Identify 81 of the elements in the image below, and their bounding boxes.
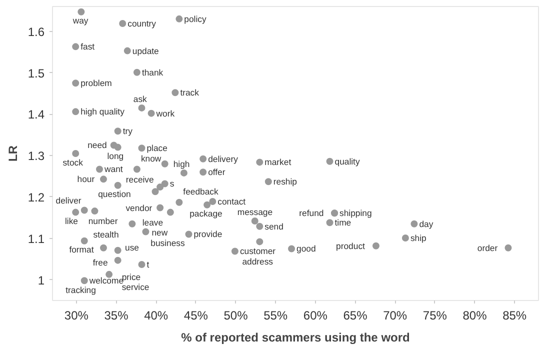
y-tick-label: 1 — [38, 273, 45, 288]
annotation: long — [107, 151, 124, 162]
x-tick-label: 50% — [224, 308, 248, 322]
annotation: product — [336, 240, 366, 251]
annotation: country — [128, 18, 157, 28]
annotation: customer — [240, 246, 276, 256]
annotation: reship — [273, 176, 298, 187]
x-tick-label: 85% — [502, 308, 527, 322]
x-tick-label: 80% — [462, 308, 488, 322]
annotation: time — [334, 218, 352, 228]
x-tick-label: 60% — [303, 308, 328, 322]
annotation: know — [140, 153, 162, 164]
x-tick-label: 70% — [383, 308, 408, 322]
y-tick-label: 1.4 — [28, 108, 45, 122]
annotation: policy — [184, 14, 207, 24]
annotation: like — [64, 216, 78, 226]
annotation: ship — [410, 232, 427, 243]
annotation: shipping — [340, 208, 372, 218]
annotation: stealth — [93, 230, 119, 240]
annotation: welcome — [88, 276, 124, 286]
annotation: package — [190, 208, 223, 219]
annotation: deliver — [56, 195, 82, 206]
annotation: tracking — [66, 285, 96, 296]
annotation: work — [155, 108, 176, 118]
annotation: hour — [77, 174, 95, 184]
y-axis-title: LR — [6, 145, 20, 162]
annotation: new — [152, 227, 168, 238]
x-tick-label: 55% — [264, 308, 288, 322]
annotation: price — [122, 272, 141, 282]
annotation: contact — [218, 196, 246, 207]
annotation: message — [237, 207, 273, 218]
annotation: want — [104, 164, 124, 174]
annotation: market — [264, 157, 292, 168]
y-tick-label: 1.5 — [28, 66, 45, 80]
annotation: ask — [133, 94, 148, 104]
x-tick-label: 65% — [343, 308, 368, 322]
annotation: receive — [126, 174, 154, 185]
annotation: number — [88, 216, 118, 226]
x-axis-title: % of reported scammers using the word — [181, 330, 410, 344]
annotation: update — [132, 46, 160, 56]
annotation: order — [477, 242, 498, 253]
annotation: s — [170, 178, 175, 189]
annotation: provide — [194, 229, 222, 240]
annotation: day — [419, 218, 434, 229]
annotation: refund — [299, 208, 324, 218]
annotation: high quality — [80, 106, 126, 117]
annotation: track — [180, 88, 200, 98]
annotation: service — [122, 282, 150, 292]
annotation: offer — [208, 167, 226, 178]
annotation: high — [173, 159, 190, 170]
annotation: free — [92, 258, 108, 268]
annotation: problem — [80, 78, 112, 88]
annotation: thank — [142, 67, 164, 78]
annotation: vendor — [126, 202, 152, 213]
annotation: t — [146, 259, 150, 270]
annotation: delivery — [208, 154, 239, 164]
annotation: format — [69, 244, 94, 255]
annotation: feedback — [183, 186, 219, 197]
x-tick-label: 45% — [184, 308, 208, 322]
annotation: use — [125, 242, 140, 253]
x-tick-label: 35% — [104, 308, 129, 322]
x-tick-label: 30% — [64, 308, 89, 322]
annotation: stock — [62, 157, 84, 168]
annotation: fast — [80, 42, 96, 52]
annotation: need — [88, 140, 108, 150]
annotation: business — [150, 238, 186, 248]
annotation: quality — [334, 156, 360, 166]
x-tick-label: 75% — [422, 308, 448, 322]
y-tick-label: 1.2 — [28, 190, 45, 204]
annotation: question — [98, 189, 132, 200]
y-tick-label: 1.6 — [28, 24, 45, 39]
annotation: leave — [142, 217, 164, 228]
x-tick-label: 40% — [144, 308, 168, 322]
annotation: try — [122, 126, 134, 136]
annotation: send — [264, 221, 284, 232]
annotation: good — [296, 244, 316, 254]
annotation: place — [146, 143, 168, 154]
y-tick-label: 1.3 — [28, 149, 45, 164]
annotation: address — [242, 256, 274, 266]
y-tick-label: 1.1 — [28, 232, 45, 246]
annotation: way — [72, 16, 89, 26]
